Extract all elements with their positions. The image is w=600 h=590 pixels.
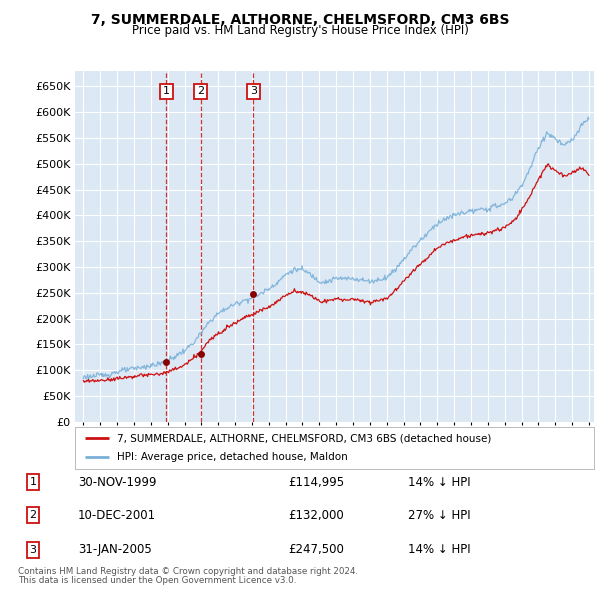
Text: 14% ↓ HPI: 14% ↓ HPI [408, 476, 470, 489]
Text: This data is licensed under the Open Government Licence v3.0.: This data is licensed under the Open Gov… [18, 576, 296, 585]
Text: 30-NOV-1999: 30-NOV-1999 [78, 476, 157, 489]
Text: 10-DEC-2001: 10-DEC-2001 [78, 509, 156, 522]
Text: Price paid vs. HM Land Registry's House Price Index (HPI): Price paid vs. HM Land Registry's House … [131, 24, 469, 37]
Text: £247,500: £247,500 [288, 543, 344, 556]
Text: 7, SUMMERDALE, ALTHORNE, CHELMSFORD, CM3 6BS (detached house): 7, SUMMERDALE, ALTHORNE, CHELMSFORD, CM3… [116, 434, 491, 444]
Text: £132,000: £132,000 [288, 509, 344, 522]
Text: 31-JAN-2005: 31-JAN-2005 [78, 543, 152, 556]
Text: 3: 3 [29, 545, 37, 555]
Text: HPI: Average price, detached house, Maldon: HPI: Average price, detached house, Mald… [116, 452, 347, 462]
Text: 1: 1 [29, 477, 37, 487]
Text: 3: 3 [250, 87, 257, 96]
Text: 7, SUMMERDALE, ALTHORNE, CHELMSFORD, CM3 6BS: 7, SUMMERDALE, ALTHORNE, CHELMSFORD, CM3… [91, 13, 509, 27]
Text: 1: 1 [163, 87, 170, 96]
Text: 2: 2 [197, 87, 204, 96]
Text: 27% ↓ HPI: 27% ↓ HPI [408, 509, 470, 522]
Text: £114,995: £114,995 [288, 476, 344, 489]
Text: Contains HM Land Registry data © Crown copyright and database right 2024.: Contains HM Land Registry data © Crown c… [18, 568, 358, 576]
Text: 14% ↓ HPI: 14% ↓ HPI [408, 543, 470, 556]
Text: 2: 2 [29, 510, 37, 520]
